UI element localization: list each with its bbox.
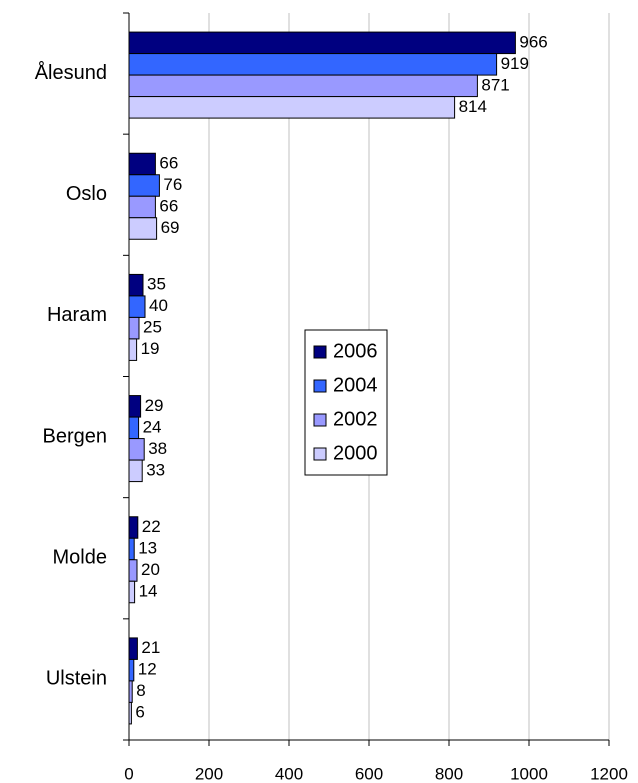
value-label: 8 <box>136 681 145 700</box>
value-label: 12 <box>138 660 157 679</box>
value-label: 76 <box>163 175 182 194</box>
legend-swatch <box>313 379 327 393</box>
bar <box>128 637 138 660</box>
bar <box>128 338 138 361</box>
bar <box>128 701 132 725</box>
bar <box>128 53 498 76</box>
value-label: 14 <box>139 581 158 600</box>
x-tick-label: 400 <box>275 764 303 783</box>
bar <box>128 31 516 55</box>
bar <box>128 537 135 561</box>
value-label: 19 <box>141 339 160 358</box>
value-label: 35 <box>147 275 166 294</box>
x-tick-label: 600 <box>355 764 383 783</box>
bar <box>128 559 138 582</box>
x-tick-label: 800 <box>435 764 463 783</box>
y-tick-label: Ulstein <box>46 668 107 690</box>
bar <box>128 580 136 604</box>
value-label: 20 <box>141 560 160 579</box>
value-label: 25 <box>143 318 162 337</box>
value-label: 871 <box>481 75 509 94</box>
bar <box>128 295 146 318</box>
value-label: 21 <box>141 638 160 657</box>
bar <box>128 217 158 240</box>
bar <box>128 438 145 461</box>
value-label: 38 <box>148 439 167 458</box>
bar <box>128 658 135 682</box>
bar <box>128 195 156 219</box>
value-label: 29 <box>145 396 164 415</box>
bar <box>128 96 456 119</box>
value-label: 69 <box>161 218 180 237</box>
x-tick-label: 1200 <box>590 764 628 783</box>
value-label: 814 <box>459 97 487 116</box>
y-tick-label: Ålesund <box>35 61 107 84</box>
y-tick-label: Haram <box>47 304 107 326</box>
y-tick-label: Bergen <box>43 425 108 447</box>
value-label: 13 <box>138 538 157 557</box>
value-label: 24 <box>143 417 162 436</box>
value-label: 22 <box>142 517 161 536</box>
legend-label: 2004 <box>333 374 378 396</box>
value-label: 966 <box>519 32 547 51</box>
legend-swatch <box>313 345 327 359</box>
x-tick-label: 0 <box>124 764 133 783</box>
bar <box>128 273 144 297</box>
legend-swatch <box>313 447 327 461</box>
value-label: 40 <box>149 296 168 315</box>
value-label: 33 <box>146 460 165 479</box>
bar <box>128 395 142 418</box>
legend-label: 2002 <box>333 408 378 430</box>
y-tick-label: Oslo <box>66 183 107 205</box>
y-tick-label: Molde <box>53 547 107 569</box>
bar <box>128 74 478 98</box>
value-label: 66 <box>159 196 178 215</box>
x-tick-label: 1000 <box>510 764 548 783</box>
value-label: 919 <box>501 54 529 73</box>
value-label: 66 <box>159 153 178 172</box>
value-label: 6 <box>135 703 144 722</box>
bar <box>128 680 133 703</box>
bar <box>128 174 160 197</box>
legend-label: 2000 <box>333 442 378 464</box>
legend-swatch <box>313 413 327 427</box>
x-tick-label: 200 <box>195 764 223 783</box>
bar <box>128 152 156 176</box>
bar <box>128 516 139 539</box>
legend-label: 2006 <box>333 340 378 362</box>
bar <box>128 416 140 440</box>
bar <box>128 316 140 340</box>
bar <box>128 459 143 483</box>
